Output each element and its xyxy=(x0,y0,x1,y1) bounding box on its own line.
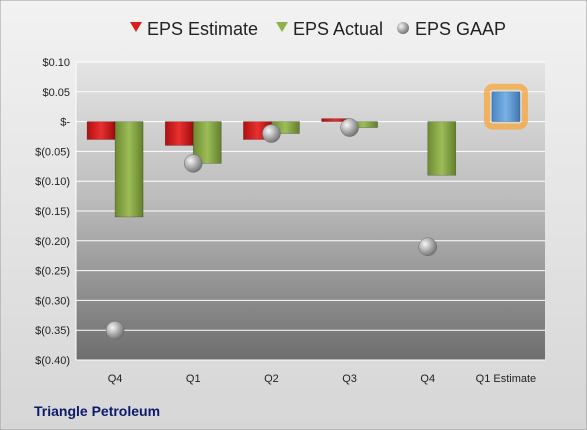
y-tick-label: $(0.20) xyxy=(35,236,70,248)
gridlines xyxy=(76,61,545,361)
company-label: Triangle Petroleum xyxy=(34,403,160,419)
bar-eps-estimate-future xyxy=(491,91,521,122)
legend-label-estimate: EPS Estimate xyxy=(147,19,258,39)
legend-item-actual: EPS Actual xyxy=(276,19,383,39)
y-tick-label: $(0.35) xyxy=(35,325,70,337)
bar-eps-actual xyxy=(427,121,457,176)
y-tick-label: $(0.15) xyxy=(35,206,70,218)
legend-item-gaap: EPS GAAP xyxy=(397,19,506,39)
y-tick-label: $(0.05) xyxy=(35,146,70,158)
x-tick-label: Q2 xyxy=(264,373,279,385)
x-tick-label: Q4 xyxy=(108,373,123,385)
x-tick-label: Q1 Estimate xyxy=(476,373,537,385)
x-tick-label: Q4 xyxy=(420,373,435,385)
y-tick-label: $(0.10) xyxy=(35,176,70,188)
x-axis: Q4 Q1 Q2 Q3 Q4 Q1 Estimate xyxy=(108,373,536,385)
y-tick-label: $(0.30) xyxy=(35,295,70,307)
y-tick-label: $0.10 xyxy=(42,57,70,69)
legend-swatch-actual xyxy=(276,22,288,32)
point-eps-gaap xyxy=(184,154,203,173)
x-tick-label: Q1 xyxy=(186,373,201,385)
bar-eps-estimate xyxy=(164,121,194,146)
gaap-points xyxy=(105,118,437,340)
point-eps-gaap xyxy=(418,237,437,257)
y-tick-label: $(0.25) xyxy=(35,266,70,278)
x-tick-label: Q3 xyxy=(342,373,357,385)
point-eps-gaap xyxy=(340,118,359,137)
legend-swatch-gaap xyxy=(397,22,409,34)
legend-label-actual: EPS Actual xyxy=(293,19,383,39)
legend-swatch-estimate xyxy=(130,22,142,32)
y-axis: $0.10 $0.05 $- $(0.05) $(0.10) $(0.15) $(0.20)… xyxy=(35,57,77,367)
legend: EPS Estimate EPS Actual EPS GAAP xyxy=(130,19,506,39)
future-estimate-glow xyxy=(483,83,528,130)
legend-item-estimate: EPS Estimate xyxy=(130,19,258,39)
y-tick-label: $0.05 xyxy=(42,87,70,99)
y-tick-label: $(0.40) xyxy=(35,355,70,367)
y-tick-label: $- xyxy=(60,117,70,129)
point-eps-gaap xyxy=(262,124,281,143)
bar-eps-actual xyxy=(114,121,144,218)
point-eps-gaap xyxy=(105,320,125,340)
legend-label-gaap: EPS GAAP xyxy=(415,19,506,39)
bar-eps-estimate xyxy=(86,121,116,140)
